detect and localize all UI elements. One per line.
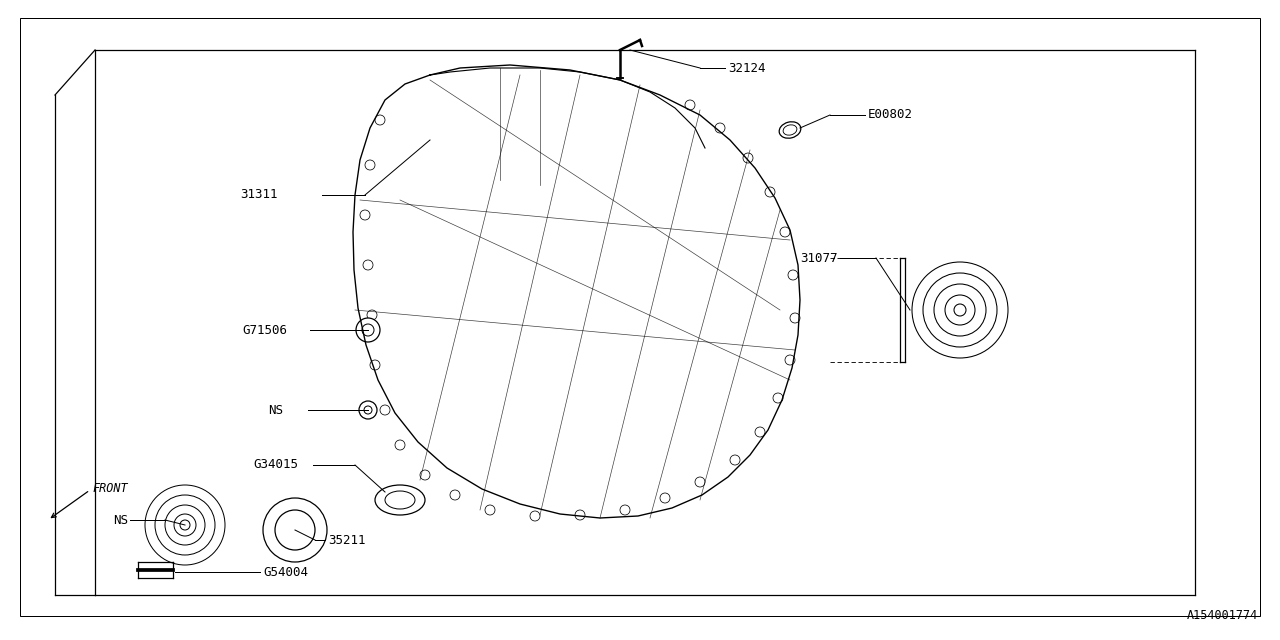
- Text: G54004: G54004: [262, 566, 308, 579]
- Text: E00802: E00802: [868, 109, 913, 122]
- Ellipse shape: [375, 485, 425, 515]
- Circle shape: [356, 318, 380, 342]
- Text: 32124: 32124: [728, 61, 765, 74]
- Text: 31077: 31077: [800, 252, 837, 264]
- Text: G71506: G71506: [242, 323, 287, 337]
- Text: NS: NS: [113, 513, 128, 527]
- Text: G34015: G34015: [253, 458, 298, 472]
- Text: A154001774: A154001774: [1187, 609, 1258, 622]
- Ellipse shape: [780, 122, 801, 138]
- Circle shape: [358, 401, 378, 419]
- Text: NS: NS: [268, 403, 283, 417]
- Text: 35211: 35211: [328, 534, 366, 547]
- Text: FRONT: FRONT: [92, 481, 128, 495]
- Text: 31311: 31311: [241, 189, 278, 202]
